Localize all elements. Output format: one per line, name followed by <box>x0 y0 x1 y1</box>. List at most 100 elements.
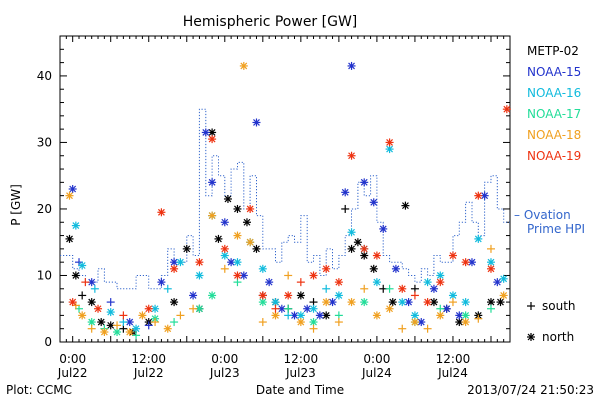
data-point-noaa-17-north <box>113 328 122 337</box>
data-point-noaa-15-north <box>341 188 350 197</box>
data-point-noaa-19-north <box>170 264 179 273</box>
data-point-noaa-18-north <box>499 291 508 300</box>
data-point-noaa-16-north <box>474 234 483 243</box>
data-point-noaa-18-north <box>322 298 331 307</box>
data-point-metp-02-north <box>353 238 362 247</box>
data-point-noaa-19-north <box>246 204 255 213</box>
data-point-noaa-18-north <box>138 311 147 320</box>
data-point-noaa-16-north <box>106 308 115 317</box>
x-tick-time: 0:00 <box>59 352 86 366</box>
x-axis: 0:00Jul2212:00Jul220:00Jul2312:00Jul230:… <box>57 36 511 380</box>
data-point-noaa-16-north <box>461 298 470 307</box>
x-tick-time: 0:00 <box>211 352 238 366</box>
data-point-noaa-16-north <box>486 258 495 267</box>
data-point-noaa-15-north <box>227 258 236 267</box>
legend-marker-south <box>527 302 535 310</box>
legend-marker-label-north: north <box>542 330 574 344</box>
data-point-noaa-18-south <box>474 314 483 323</box>
data-point-noaa-19-north <box>448 251 457 260</box>
data-point-noaa-16-north <box>78 261 87 270</box>
data-point-noaa-16-north <box>334 291 343 300</box>
data-point-noaa-19-north <box>486 264 495 273</box>
legend-item-noaa-15: NOAA-15 <box>527 65 581 79</box>
data-point-noaa-18-south <box>309 324 318 333</box>
data-point-noaa-16-north <box>195 271 204 280</box>
data-point-noaa-19-north <box>233 271 242 280</box>
data-point-noaa-18-north <box>100 328 109 337</box>
data-point-noaa-18-north <box>410 318 419 327</box>
data-point-metp-02-north <box>296 291 305 300</box>
data-point-metp-02-south <box>341 204 350 213</box>
legend-item-noaa-17: NOAA-17 <box>527 107 581 121</box>
data-point-noaa-15-north <box>157 278 166 287</box>
data-point-noaa-18-north <box>78 311 87 320</box>
data-point-noaa-18-south <box>448 298 457 307</box>
data-point-noaa-18-north <box>65 191 74 200</box>
x-tick-time: 0:00 <box>363 352 390 366</box>
data-point-noaa-16-north <box>309 304 318 313</box>
data-point-noaa-18-south <box>189 304 198 313</box>
x-tick-date: Jul22 <box>57 366 88 380</box>
y-axis: 0 10 20 30 40 <box>37 48 510 349</box>
data-point-noaa-15-north <box>68 185 77 193</box>
data-point-metp-02-north <box>214 234 223 243</box>
data-point-noaa-19-north <box>94 304 103 313</box>
legend-item-noaa-18: NOAA-18 <box>527 128 581 142</box>
y-axis-label: P [GW] <box>9 184 23 226</box>
data-point-noaa-18-south <box>398 324 407 333</box>
data-point-noaa-18-south <box>176 311 185 320</box>
ovation-series <box>60 108 510 290</box>
data-point-noaa-18-north <box>125 328 134 337</box>
x-tick-time: 12:00 <box>436 352 471 366</box>
data-point-metp-02-north <box>429 298 438 307</box>
data-point-noaa-18-south <box>87 324 96 333</box>
satellite-points <box>65 61 511 340</box>
y-tick-label: 10 <box>37 268 52 282</box>
data-point-noaa-18-south <box>360 284 369 293</box>
data-point-noaa-18-north <box>239 61 248 70</box>
data-point-noaa-19-north <box>474 191 483 200</box>
legend-item-noaa-16: NOAA-16 <box>527 86 581 100</box>
data-point-metp-02-north <box>252 244 261 253</box>
data-point-noaa-19-north <box>195 258 204 267</box>
legend-ovation-line1: – Ovation <box>514 208 571 222</box>
data-point-noaa-19-north <box>284 291 293 300</box>
data-point-noaa-17-north <box>360 298 369 307</box>
data-point-noaa-18-south <box>258 318 267 327</box>
data-point-noaa-18-north <box>163 324 172 333</box>
data-point-noaa-15-north <box>208 178 217 187</box>
data-point-noaa-18-south <box>486 244 495 253</box>
data-point-noaa-17-south <box>486 304 495 313</box>
data-point-metp-02-south <box>78 291 87 300</box>
data-point-noaa-18-north <box>372 311 381 320</box>
data-point-noaa-16-north <box>176 258 185 267</box>
data-point-noaa-19-north <box>461 258 470 267</box>
legend-item-noaa-19: NOAA-19 <box>527 149 581 163</box>
data-point-metp-02-north <box>486 298 495 307</box>
legend-item-metp-02: METP-02 <box>527 44 579 58</box>
chart-title: Hemispheric Power [GW] <box>183 14 358 30</box>
data-point-noaa-15-north <box>189 291 198 300</box>
data-point-noaa-18-south <box>113 321 122 330</box>
data-point-noaa-18-north <box>271 311 280 320</box>
data-point-noaa-16-south <box>322 284 331 293</box>
data-point-noaa-18-north <box>347 298 356 307</box>
x-tick-date: Jul23 <box>285 366 316 380</box>
x-axis-label: Date and Time <box>256 383 344 397</box>
data-point-noaa-16-north <box>71 221 80 230</box>
data-point-noaa-15-north <box>252 118 261 127</box>
x-tick-date: Jul24 <box>437 366 468 380</box>
data-point-noaa-17-north <box>195 304 204 313</box>
data-point-metp-02-north <box>401 201 410 210</box>
data-point-metp-02-north <box>87 298 96 307</box>
data-point-noaa-16-south <box>163 284 172 293</box>
data-point-metp-02-north <box>97 318 106 327</box>
y-tick-label: 0 <box>44 335 52 349</box>
data-point-noaa-19-south <box>81 278 90 287</box>
data-point-noaa-15-north <box>455 311 464 320</box>
data-point-metp-02-north <box>369 264 378 273</box>
data-point-noaa-16-north <box>347 228 356 237</box>
data-point-noaa-18-north <box>208 211 217 220</box>
data-point-noaa-15-north <box>391 264 400 273</box>
data-point-noaa-19-north <box>208 135 217 144</box>
